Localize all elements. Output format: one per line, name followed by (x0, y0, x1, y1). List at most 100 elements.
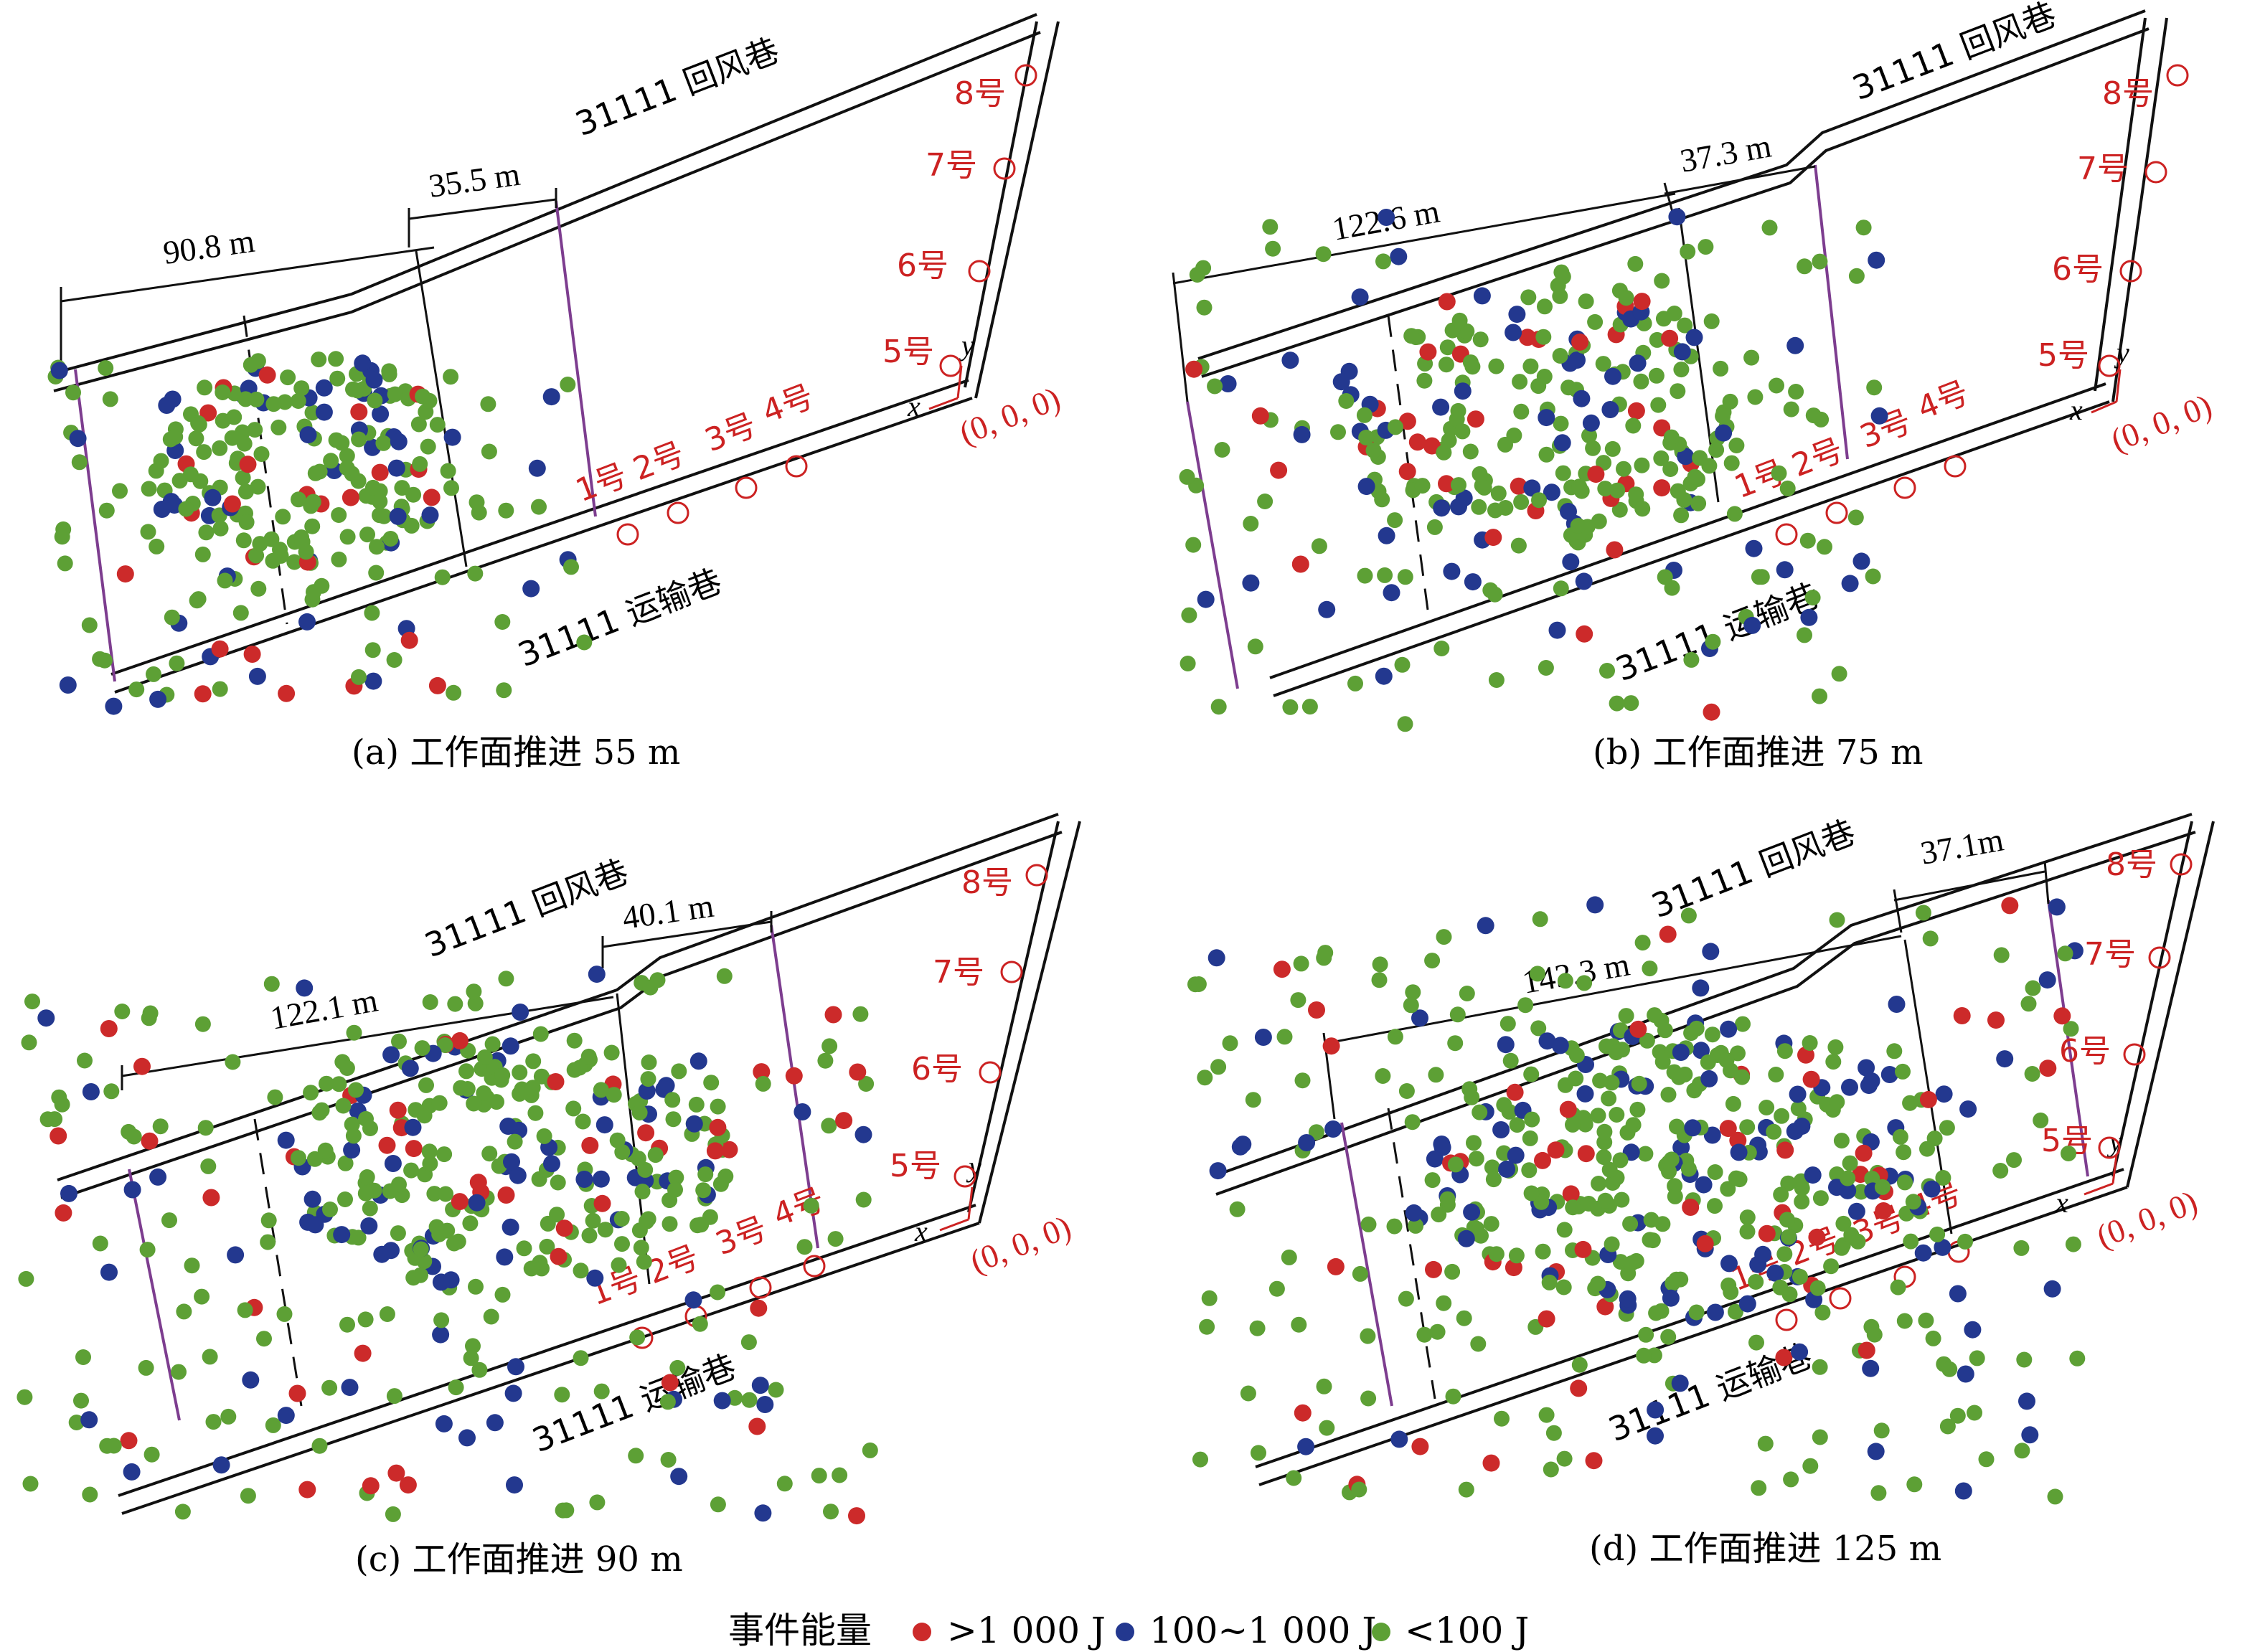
event-point (1957, 1233, 1973, 1250)
event-point (357, 1185, 374, 1202)
event-point (1416, 372, 1433, 389)
event-point (422, 994, 438, 1010)
event-point (337, 1191, 353, 1207)
event-point (712, 1176, 729, 1192)
event-point (595, 1116, 613, 1134)
station-8-label: 8号 (2106, 846, 2157, 883)
event-point (1459, 986, 1475, 1001)
event-point (1636, 1347, 1652, 1364)
dim-short-label: 40.1 m (620, 887, 716, 936)
event-point (351, 669, 367, 685)
event-point (1294, 1404, 1312, 1422)
event-point (256, 1331, 272, 1347)
event-point (1497, 1036, 1515, 1054)
event-point (405, 486, 422, 503)
event-point (100, 1020, 118, 1037)
event-point (199, 404, 217, 422)
event-point (250, 580, 267, 597)
event-point (710, 1284, 726, 1301)
event-point (641, 1054, 657, 1070)
event-point (369, 539, 385, 555)
event-point (1817, 539, 1832, 555)
event-point (1768, 1067, 1784, 1082)
event-point (138, 1359, 154, 1376)
event-point (1573, 390, 1591, 407)
event-point (339, 529, 356, 545)
event-point (1751, 569, 1767, 585)
event-point (1571, 478, 1588, 495)
event-point (306, 1151, 323, 1167)
event-point (275, 509, 291, 525)
event-point (331, 1076, 347, 1092)
event-point (1471, 499, 1487, 515)
event-point (1324, 1120, 1342, 1138)
event-point (1616, 461, 1632, 477)
event-point (321, 1379, 338, 1396)
event-point (1375, 667, 1393, 685)
event-point (1769, 377, 1784, 394)
event-point (82, 1486, 98, 1503)
event-point (1338, 393, 1355, 409)
event-point (126, 1128, 142, 1145)
event-point (1565, 1199, 1581, 1216)
event-point (614, 1236, 630, 1252)
event-point (1905, 1194, 1921, 1210)
event-point (354, 354, 372, 372)
event-point (1577, 1116, 1593, 1133)
origin-arrows (2091, 369, 2122, 414)
event-point (525, 1053, 542, 1070)
event-point (149, 1168, 167, 1186)
panel-d: 143.3 m 37.1m 31111 回风巷 31111 运输巷 (0, 0,… (1187, 813, 2215, 1569)
event-point (77, 1052, 93, 1069)
legend-marker-high (913, 1623, 931, 1641)
event-point (1627, 255, 1644, 272)
event-point (1841, 1078, 1858, 1096)
event-point (496, 682, 512, 699)
event-point (1585, 1452, 1603, 1470)
event-point (1728, 438, 1745, 453)
event-point (350, 403, 368, 421)
event-point (465, 1338, 481, 1354)
event-point (1180, 656, 1196, 671)
event-point (1276, 1029, 1293, 1045)
event-point (1551, 1037, 1569, 1054)
event-point (1523, 1066, 1540, 1082)
event-point (1609, 482, 1626, 499)
event-point (306, 584, 321, 600)
event-point (1949, 1285, 1967, 1303)
event-point (796, 1239, 813, 1255)
event-point (1685, 329, 1703, 346)
event-point (573, 1262, 589, 1279)
event-point (1524, 1111, 1540, 1128)
event-point (1322, 1037, 1340, 1055)
event-point (351, 431, 367, 448)
event-point (716, 968, 733, 984)
event-point (1464, 573, 1482, 591)
event-point (1502, 1052, 1519, 1069)
event-point (387, 1464, 405, 1482)
event-point (440, 463, 456, 479)
event-point (1574, 1240, 1592, 1258)
event-point (339, 1060, 355, 1076)
event-point (536, 1128, 552, 1144)
event-point (322, 1202, 338, 1217)
event-point (1576, 625, 1593, 643)
goaf-boundary-right (555, 200, 597, 517)
event-point (291, 491, 306, 508)
event-point (1445, 1388, 1461, 1405)
event-point (1812, 688, 1827, 704)
event-point (593, 1082, 609, 1098)
event-point (1383, 584, 1400, 602)
event-point (649, 972, 666, 988)
event-point (1827, 1039, 1844, 1055)
legend-marker-low (1372, 1623, 1390, 1641)
event-point (1707, 1198, 1723, 1214)
event-point (1487, 586, 1503, 603)
event-point (364, 605, 380, 621)
event-point (1581, 428, 1597, 444)
event-point (164, 609, 180, 626)
event-point (629, 1329, 646, 1346)
event-point (1843, 1227, 1860, 1243)
event-point (1560, 379, 1577, 396)
event-point (1662, 461, 1679, 477)
